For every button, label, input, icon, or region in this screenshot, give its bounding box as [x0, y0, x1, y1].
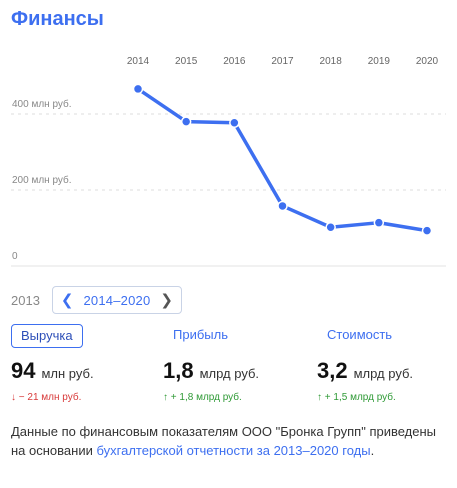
x-tick-label: 2019 — [368, 56, 391, 67]
arrow-up-icon: ↑ — [163, 392, 168, 403]
cost-value: 3,2 — [317, 358, 348, 383]
note-text: Данные по финансовым показателям ООО "Бр… — [11, 424, 437, 458]
revenue-delta: ↓ − 21 млн руб. — [11, 392, 94, 403]
period-selector-row: 2013 ❮ 2014–2020 ❯ — [11, 286, 182, 314]
metrics-panel: Выручка 94 млн руб. ↓ − 21 млн руб. Приб… — [0, 324, 457, 408]
revenue-value: 94 — [11, 358, 36, 383]
data-point — [373, 217, 385, 228]
metric-value-cost: Стоимость 3,2 млрд руб. ↑ + 1,5 млрд руб… — [317, 324, 413, 403]
y-tick-label: 200 млн руб. — [12, 174, 72, 186]
x-tick-label: 2014 — [127, 56, 150, 67]
y-tick-label: 400 млн руб. — [12, 98, 72, 110]
x-tick-label: 2018 — [320, 56, 343, 67]
revenue-delta-value: − 21 млн руб. — [18, 392, 82, 403]
metric-profit: Прибыль 1,8 млрд руб. ↑ + 1,8 млрд руб. — [163, 324, 259, 403]
profit-delta: ↑ + 1,8 млрд руб. — [163, 392, 259, 403]
metric-value-row: 3,2 млрд руб. — [317, 358, 413, 384]
revenue-unit: млн руб. — [41, 366, 94, 381]
tab-revenue[interactable]: Выручка — [11, 324, 83, 348]
data-point — [421, 225, 433, 236]
profit-delta-value: + 1,8 млрд руб. — [170, 392, 242, 403]
arrow-up-icon: ↑ — [317, 392, 322, 403]
chevron-left-icon[interactable]: ❮ — [60, 291, 74, 309]
x-tick-label: 2015 — [175, 56, 198, 67]
data-point — [277, 200, 288, 212]
metric-value-row: 1,8 млрд руб. — [163, 358, 259, 384]
chevron-right-icon[interactable]: ❯ — [160, 291, 173, 309]
period-navigator: ❮ 2014–2020 ❯ — [51, 286, 182, 314]
note-suffix: . — [370, 443, 375, 458]
y-tick-label: 0 — [12, 251, 18, 262]
x-tick-label: 2017 — [271, 56, 294, 67]
tab-cost[interactable]: Стоимость — [327, 327, 393, 342]
tab-profit[interactable]: Прибыль — [173, 327, 228, 342]
data-point — [132, 83, 144, 95]
cost-delta: ↑ + 1,5 млрд руб. — [317, 392, 413, 403]
page-title: Финансы — [11, 8, 104, 30]
arrow-down-icon: ↓ — [11, 392, 16, 403]
profit-value: 1,8 — [163, 358, 194, 383]
accounting-report-link[interactable]: бухгалтерской отчетности за 2013–2020 го… — [96, 443, 371, 458]
data-point — [229, 117, 240, 128]
x-tick-label: 2020 — [416, 56, 439, 67]
data-source-note: Данные по финансовым показателям ООО "Бр… — [11, 422, 441, 460]
revenue-line-chart: 0 200 млн руб. 400 млн руб. 2014 2015 2016 201… — [11, 56, 446, 267]
data-point — [325, 221, 336, 233]
period-range-label: 2014–2020 — [83, 292, 151, 308]
metric-value-row: 94 млн руб. — [11, 358, 94, 384]
x-tick-label: 2016 — [223, 56, 246, 67]
cost-delta-value: + 1,5 млрд руб. — [324, 392, 396, 403]
metric-revenue: Выручка 94 млн руб. ↓ − 21 млн руб. — [11, 324, 94, 403]
prev-year-label[interactable]: 2013 — [11, 292, 40, 308]
profit-unit: млрд руб. — [199, 366, 260, 381]
cost-unit: млрд руб. — [353, 366, 414, 381]
data-point — [180, 116, 192, 127]
